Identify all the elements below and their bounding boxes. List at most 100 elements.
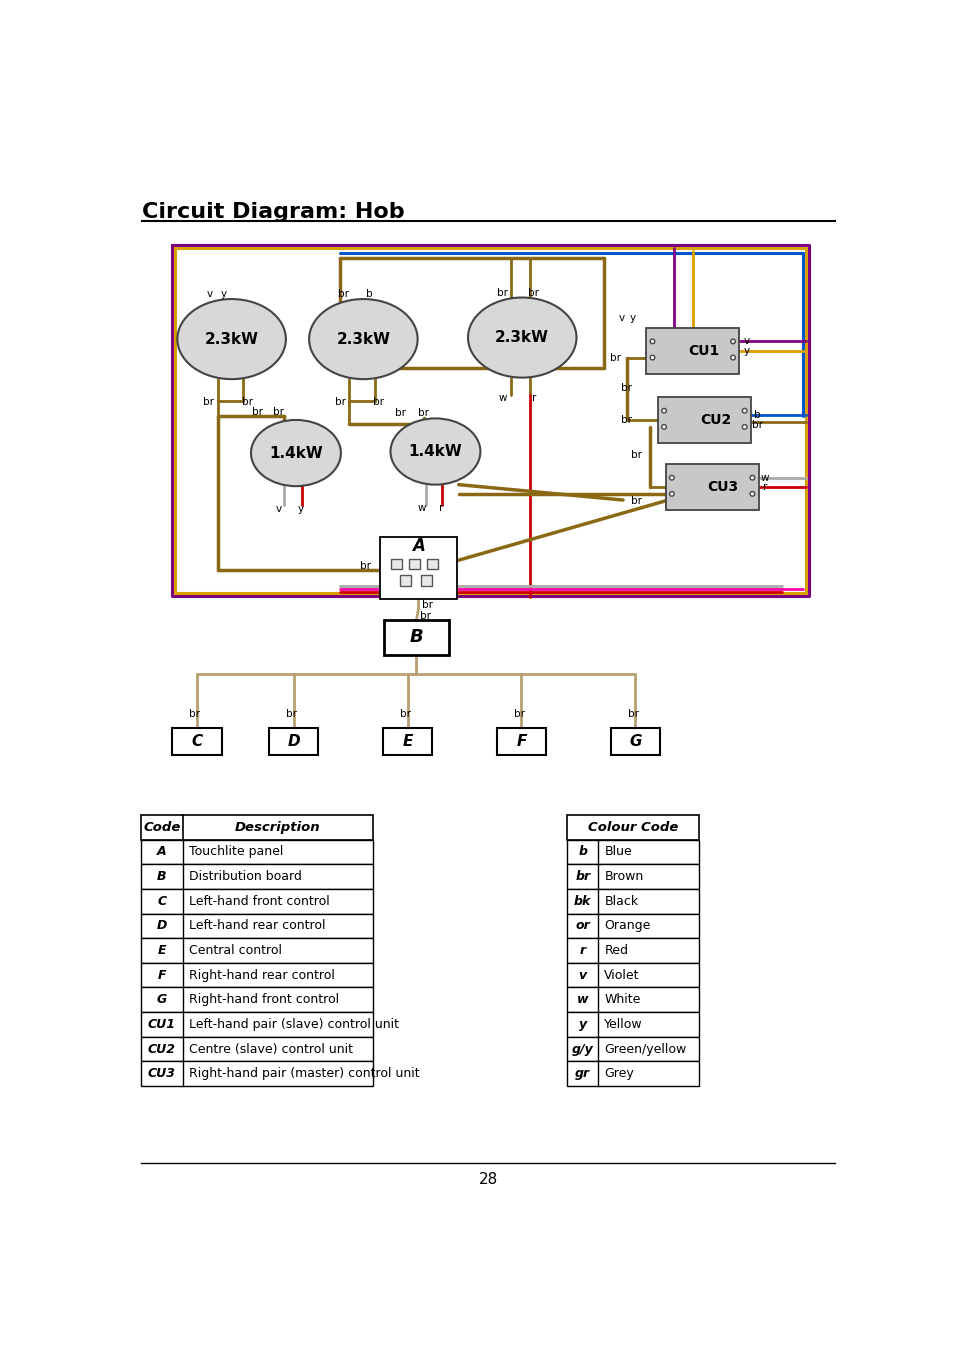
Text: 2.3kW: 2.3kW [495,329,549,346]
Text: y: y [629,313,635,323]
Text: v: v [578,968,586,981]
Text: CU1: CU1 [148,1018,175,1031]
Text: b: b [366,289,373,300]
Text: br: br [189,709,200,720]
FancyBboxPatch shape [269,728,318,755]
Circle shape [661,424,666,429]
Text: y: y [743,346,749,355]
FancyBboxPatch shape [141,815,373,840]
Text: br: br [338,289,349,300]
Text: C: C [157,895,166,907]
Text: br: br [630,495,641,506]
Text: CU3: CU3 [148,1068,175,1080]
Text: br: br [575,869,590,883]
Text: r: r [531,393,536,402]
Text: r: r [439,502,443,513]
Text: Right-hand pair (master) control unit: Right-hand pair (master) control unit [189,1068,419,1080]
Text: Code: Code [143,821,180,834]
Ellipse shape [309,300,417,379]
Text: br: br [609,352,620,363]
Text: br: br [422,599,433,610]
FancyBboxPatch shape [567,840,699,864]
Text: br: br [241,397,253,408]
FancyBboxPatch shape [172,728,221,755]
Circle shape [749,491,754,497]
Circle shape [730,339,735,344]
Text: Circuit Diagram: Hob: Circuit Diagram: Hob [142,202,405,221]
Text: br: br [627,709,638,720]
FancyBboxPatch shape [567,1037,699,1061]
Text: br: br [751,420,761,429]
FancyBboxPatch shape [567,938,699,963]
Text: E: E [157,944,166,957]
FancyBboxPatch shape [391,559,402,570]
Text: Orange: Orange [604,919,650,933]
FancyBboxPatch shape [383,620,449,655]
Text: Distribution board: Distribution board [189,869,301,883]
Text: r: r [761,482,766,491]
FancyBboxPatch shape [658,397,750,443]
Text: Left-hand pair (slave) control unit: Left-hand pair (slave) control unit [189,1018,398,1031]
Text: White: White [604,994,640,1006]
Text: 1.4kW: 1.4kW [408,444,462,459]
Text: Touchlite panel: Touchlite panel [189,845,283,859]
FancyBboxPatch shape [427,559,437,570]
Text: br: br [528,288,538,298]
Text: CU2: CU2 [700,413,730,427]
Text: Colour Code: Colour Code [587,821,678,834]
Text: v: v [743,336,749,347]
Text: w: w [498,393,507,402]
Text: v: v [207,289,213,300]
Text: y: y [578,1018,586,1031]
Circle shape [741,409,746,413]
Text: 8: 8 [411,559,417,568]
Text: gr: gr [575,1068,590,1080]
FancyBboxPatch shape [567,914,699,938]
FancyBboxPatch shape [567,1012,699,1037]
Circle shape [669,491,674,497]
Text: CU2: CU2 [148,1042,175,1056]
Text: w: w [416,502,425,513]
Ellipse shape [468,297,576,378]
Text: 2.3kW: 2.3kW [336,332,390,347]
Text: Brown: Brown [604,869,643,883]
Text: r: r [579,944,585,957]
Text: b: b [578,845,587,859]
Text: C: C [191,734,202,749]
Circle shape [749,475,754,481]
Text: b: b [753,410,760,420]
FancyBboxPatch shape [141,1037,373,1061]
FancyBboxPatch shape [567,864,699,888]
Text: D: D [287,734,299,749]
Text: 28: 28 [478,1172,498,1188]
Text: Description: Description [234,821,320,834]
FancyBboxPatch shape [382,728,432,755]
Text: D: D [156,919,167,933]
FancyBboxPatch shape [567,987,699,1012]
Text: br: br [395,408,406,418]
FancyBboxPatch shape [567,815,699,840]
FancyBboxPatch shape [379,537,456,598]
FancyBboxPatch shape [141,864,373,888]
Text: g/y: g/y [571,1042,593,1056]
FancyBboxPatch shape [399,575,410,586]
FancyBboxPatch shape [420,575,431,586]
Text: 8: 8 [401,576,408,586]
Circle shape [649,355,654,360]
Circle shape [741,424,746,429]
Text: br: br [203,397,213,408]
Text: w: w [760,472,768,483]
Text: br: br [630,450,641,459]
FancyBboxPatch shape [567,963,699,987]
Text: 8: 8 [429,559,436,568]
Text: B: B [157,869,167,883]
FancyBboxPatch shape [141,888,373,914]
Text: B: B [409,629,423,647]
Text: bk: bk [574,895,591,907]
Text: br: br [513,709,524,720]
Text: br: br [497,288,508,298]
Text: G: G [628,734,641,749]
Text: 2.3kW: 2.3kW [204,332,258,347]
Circle shape [649,339,654,344]
Ellipse shape [251,420,340,486]
